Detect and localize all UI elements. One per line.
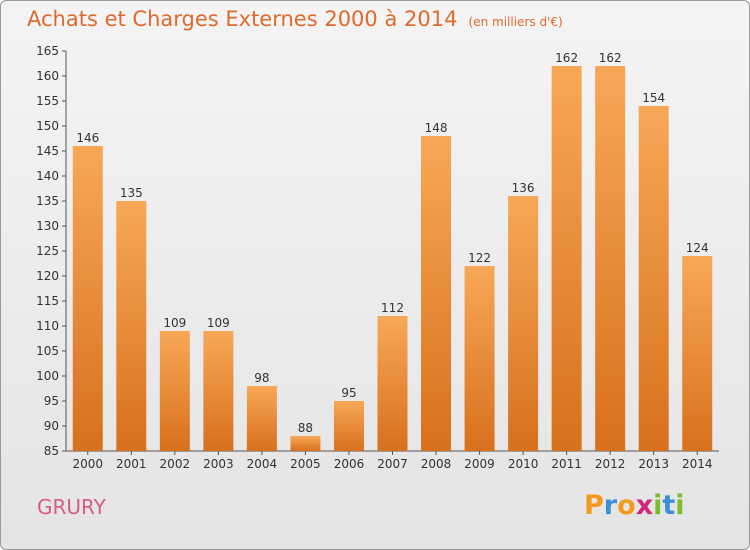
bar-2007 xyxy=(377,316,408,451)
x-tick-label: 2000 xyxy=(72,457,103,471)
y-tick-label: 165 xyxy=(36,44,59,58)
x-tick-label: 2008 xyxy=(421,457,452,471)
data-label: 109 xyxy=(207,316,230,330)
y-tick-label: 105 xyxy=(36,344,59,358)
data-label: 154 xyxy=(642,91,665,105)
y-tick-label: 155 xyxy=(36,94,59,108)
chart-title: Achats et Charges Externes 2000 à 2014 xyxy=(27,7,458,31)
bar-2009 xyxy=(464,266,495,451)
bar-2012 xyxy=(595,66,626,451)
y-tick-label: 110 xyxy=(36,319,59,333)
data-label: 146 xyxy=(76,131,99,145)
bar-2001 xyxy=(116,201,147,451)
bar-2008 xyxy=(421,136,452,451)
data-label: 148 xyxy=(425,121,448,135)
data-label: 112 xyxy=(381,301,404,315)
data-label: 162 xyxy=(599,51,622,65)
logo-letter: i xyxy=(675,490,685,521)
chart-bars xyxy=(72,66,713,451)
x-tick-label: 2011 xyxy=(551,457,582,471)
x-tick-label: 2009 xyxy=(464,457,495,471)
x-tick-label: 2006 xyxy=(334,457,365,471)
bar-2003 xyxy=(203,331,234,451)
x-tick-label: 2005 xyxy=(290,457,321,471)
y-tick-label: 145 xyxy=(36,144,59,158)
title-row: Achats et Charges Externes 2000 à 2014 (… xyxy=(27,7,563,31)
x-tick-label: 2010 xyxy=(508,457,539,471)
data-label: 88 xyxy=(298,421,313,435)
bar-2000 xyxy=(72,146,103,451)
logo-letter: r xyxy=(603,490,618,521)
data-label: 95 xyxy=(341,386,356,400)
y-tick-label: 85 xyxy=(44,444,59,458)
bar-2004 xyxy=(246,386,277,451)
data-label: 135 xyxy=(120,186,143,200)
x-tick-label: 2001 xyxy=(116,457,147,471)
y-tick-label: 125 xyxy=(36,244,59,258)
y-tick-label: 115 xyxy=(36,294,59,308)
y-tick-label: 140 xyxy=(36,169,59,183)
y-tick-label: 135 xyxy=(36,194,59,208)
x-tick-label: 2014 xyxy=(682,457,713,471)
proxiti-logo: Proxiti xyxy=(584,490,685,521)
bar-2010 xyxy=(508,196,539,451)
data-label: 136 xyxy=(512,181,535,195)
chart-subtitle: (en milliers d'€) xyxy=(468,15,563,29)
x-tick-label: 2012 xyxy=(595,457,626,471)
y-tick-label: 160 xyxy=(36,69,59,83)
x-tick-label: 2002 xyxy=(160,457,191,471)
y-tick-label: 100 xyxy=(36,369,59,383)
y-tick-label: 90 xyxy=(44,419,59,433)
logo-letter: P xyxy=(584,490,604,521)
x-tick-label: 2007 xyxy=(377,457,408,471)
bar-2014 xyxy=(682,256,713,451)
data-label: 98 xyxy=(254,371,269,385)
y-tick-label: 130 xyxy=(36,219,59,233)
bar-2005 xyxy=(290,436,321,451)
bar-2006 xyxy=(333,401,364,451)
data-label: 109 xyxy=(163,316,186,330)
y-tick-label: 120 xyxy=(36,269,59,283)
bar-2011 xyxy=(551,66,582,451)
logo-letter: i xyxy=(653,490,663,521)
data-label: 124 xyxy=(686,241,709,255)
commune-name: GRURY xyxy=(37,495,106,519)
chart-data-labels: 146 135 109 109 98 88 95 112 148 122 136 162 162 154 1… xyxy=(76,51,708,435)
logo-letter: o xyxy=(617,490,636,521)
x-tick-label: 2004 xyxy=(247,457,278,471)
data-label: 122 xyxy=(468,251,491,265)
bar-2002 xyxy=(159,331,190,451)
y-tick-label: 95 xyxy=(44,394,59,408)
logo-letter: x xyxy=(635,490,654,521)
x-tick-label: 2003 xyxy=(203,457,234,471)
x-tick-label: 2013 xyxy=(638,457,669,471)
logo-letter: t xyxy=(662,490,676,521)
y-tick-label: 150 xyxy=(36,119,59,133)
bar-2013 xyxy=(638,106,669,451)
data-label: 162 xyxy=(555,51,578,65)
chart-axes: 85 90 95 100 105 110 115 120 125 130 135 140 145 150 1… xyxy=(36,44,719,471)
